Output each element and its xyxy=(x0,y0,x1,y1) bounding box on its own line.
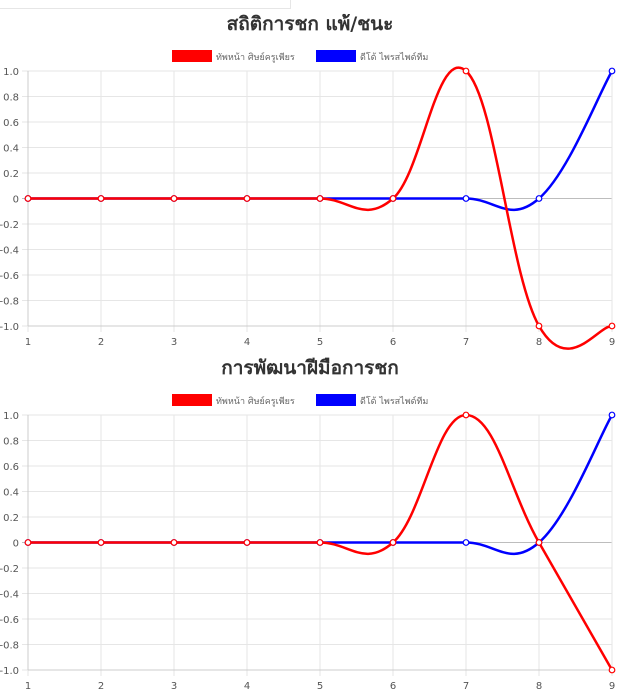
x-tick-label: 5 xyxy=(317,337,323,348)
x-tick-label: 4 xyxy=(244,337,250,348)
legend-label: ทัพหน้า ศิษย์ครูเพียร xyxy=(216,51,295,63)
y-tick-label: -0.6 xyxy=(0,615,19,626)
y-tick-label: 0.6 xyxy=(3,462,19,473)
data-point xyxy=(243,195,251,202)
x-tick-label: 2 xyxy=(98,337,104,348)
data-point xyxy=(316,195,324,202)
data-point xyxy=(97,539,105,546)
y-tick-label: -1.0 xyxy=(0,666,19,677)
data-point xyxy=(243,539,251,546)
legend-label: ดีโด้ ไพรสไพด์ทีม xyxy=(360,51,428,63)
data-point xyxy=(535,539,543,546)
legend-swatch xyxy=(172,394,212,406)
y-tick-label: -0.2 xyxy=(0,220,19,231)
data-point xyxy=(608,411,616,419)
data-point xyxy=(462,67,470,75)
y-tick-label: 0.8 xyxy=(3,437,19,448)
y-tick-label: 0.2 xyxy=(3,513,19,524)
data-point xyxy=(316,539,324,546)
x-tick-label: 8 xyxy=(536,337,542,348)
y-tick-label: 0.8 xyxy=(3,93,19,104)
data-point xyxy=(608,67,616,75)
x-tick-label: 7 xyxy=(463,337,469,348)
y-tick-label: 0 xyxy=(13,195,19,206)
data-point xyxy=(24,539,32,546)
x-tick-label: 3 xyxy=(171,681,177,692)
legend-item: ดีโด้ ไพรสไพด์ทีม xyxy=(316,50,428,63)
legend-item: ทัพหน้า ศิษย์ครูเพียร xyxy=(172,394,295,407)
data-point xyxy=(97,195,105,202)
chart-legend: ทัพหน้า ศิษย์ครูเพียร ดีโด้ ไพรสไพด์ทีม xyxy=(172,394,428,407)
y-tick-label: 1.0 xyxy=(3,411,19,422)
x-tick-label: 3 xyxy=(171,337,177,348)
data-point xyxy=(24,195,32,202)
chart-title: สถิติการชก แพ้/ชนะ xyxy=(227,13,394,35)
y-tick-label: -0.4 xyxy=(0,590,19,601)
y-tick-label: -0.8 xyxy=(0,297,19,308)
data-point xyxy=(462,195,470,202)
data-point xyxy=(389,195,397,202)
chart-win-loss: สถิติการชก แพ้/ชนะทัพหน้า ศิษย์ครูเพียร ด… xyxy=(0,6,622,350)
data-point xyxy=(170,195,178,202)
x-tick-label: 2 xyxy=(98,681,104,692)
y-tick-label: -0.2 xyxy=(0,564,19,575)
data-point xyxy=(389,539,397,546)
legend-item: ดีโด้ ไพรสไพด์ทีม xyxy=(316,394,428,407)
y-tick-label: -1.0 xyxy=(0,322,19,333)
legend-label: ทัพหน้า ศิษย์ครูเพียร xyxy=(216,395,295,407)
chart-skill-development: การพัฒนาฝีมือการชกทัพหน้า ศิษย์ครูเพียร ด… xyxy=(0,350,622,694)
legend-item: ทัพหน้า ศิษย์ครูเพียร xyxy=(172,50,295,63)
y-tick-label: 0 xyxy=(13,539,19,550)
data-point xyxy=(608,322,616,330)
data-point xyxy=(462,539,470,546)
x-tick-label: 9 xyxy=(609,337,615,348)
y-tick-label: 1.0 xyxy=(3,67,19,78)
data-point xyxy=(608,666,616,674)
data-point xyxy=(170,539,178,546)
x-tick-label: 1 xyxy=(25,337,31,348)
x-tick-label: 9 xyxy=(609,681,615,692)
y-tick-label: -0.6 xyxy=(0,271,19,282)
data-point xyxy=(535,195,543,202)
x-tick-label: 6 xyxy=(390,337,396,348)
data-point xyxy=(462,411,470,419)
legend-label: ดีโด้ ไพรสไพด์ทีม xyxy=(360,395,428,407)
chart-title: การพัฒนาฝีมือการชก xyxy=(221,357,399,379)
legend-swatch xyxy=(316,50,356,62)
x-tick-label: 4 xyxy=(244,681,250,692)
y-tick-label: 0.6 xyxy=(3,118,19,129)
legend-swatch xyxy=(316,394,356,406)
chart-grid xyxy=(22,70,613,332)
x-tick-label: 6 xyxy=(390,681,396,692)
data-point xyxy=(535,322,543,330)
series-1 xyxy=(24,66,616,350)
x-tick-label: 7 xyxy=(463,681,469,692)
series-line xyxy=(28,66,613,350)
y-tick-label: -0.8 xyxy=(0,641,19,652)
page-top-edge xyxy=(0,0,291,9)
y-tick-label: -0.4 xyxy=(0,246,19,257)
y-tick-label: 0.4 xyxy=(3,144,19,155)
chart-grid xyxy=(22,414,613,676)
chart-legend: ทัพหน้า ศิษย์ครูเพียร ดีโด้ ไพรสไพด์ทีม xyxy=(172,50,428,63)
y-tick-label: 0.4 xyxy=(3,488,19,499)
series-1 xyxy=(24,411,616,674)
legend-swatch xyxy=(172,50,212,62)
y-tick-label: 0.2 xyxy=(3,169,19,180)
x-tick-label: 1 xyxy=(25,681,31,692)
series-line xyxy=(28,413,614,671)
x-tick-label: 5 xyxy=(317,681,323,692)
x-tick-label: 8 xyxy=(536,681,542,692)
